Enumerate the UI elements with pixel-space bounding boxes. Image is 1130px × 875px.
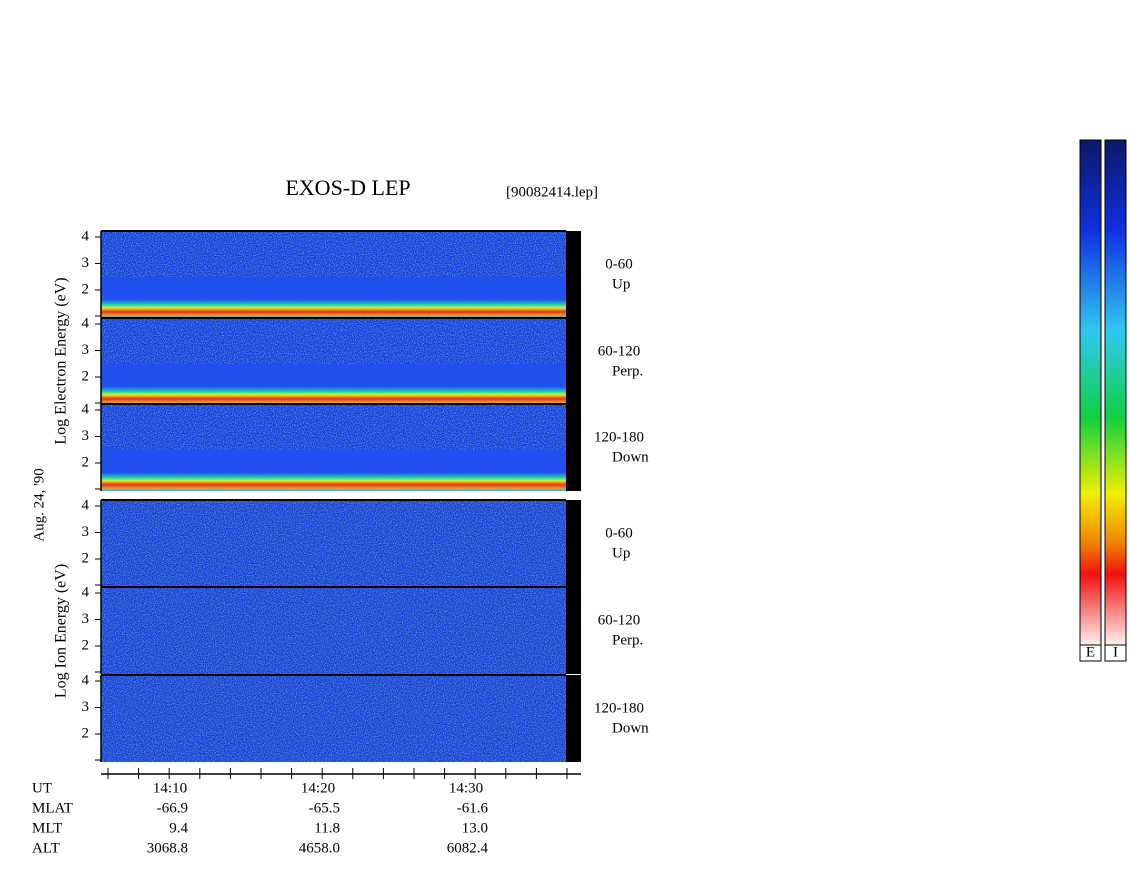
y-tick-label: 4: [82, 315, 90, 331]
pitch-range: 0-60: [605, 525, 633, 541]
pitch-range: 120-180: [594, 429, 644, 445]
spectrogram-noise: [101, 587, 566, 674]
pitch-range: 120-180: [594, 700, 644, 716]
data-gap: [566, 231, 581, 318]
row-label: MLAT: [32, 800, 73, 816]
ephemeris-value: -66.9: [157, 800, 188, 816]
axis-label: Log Electron Energy (eV): [53, 277, 70, 444]
ephemeris-value: -65.5: [309, 800, 340, 816]
row-label: MLT: [32, 820, 62, 836]
energy-band: [101, 364, 566, 405]
y-tick-label: 4: [82, 228, 90, 244]
x-tick-label: 14:20: [301, 780, 335, 796]
data-gap: [566, 675, 581, 762]
y-tick-label: 2: [82, 725, 90, 741]
color-bar-label-box: [1104, 644, 1127, 662]
x-tick-label: 14:10: [153, 780, 187, 796]
energy-band: [101, 450, 566, 491]
axis-label: Log Ion Energy (eV): [53, 564, 70, 698]
y-tick-label: 3: [82, 342, 90, 358]
direction: Perp.: [612, 363, 643, 379]
date: Aug. 24, '90: [31, 468, 47, 542]
spectrogram-noise: [101, 500, 566, 587]
y-tick-label: 3: [82, 524, 90, 540]
y-tick-label: 2: [82, 281, 90, 297]
x-tick-label: 14:30: [449, 780, 483, 796]
y-tick-label: 2: [82, 550, 90, 566]
y-tick-label: 4: [82, 497, 90, 513]
pitch-range: 60-120: [598, 343, 641, 359]
y-tick-label: 3: [82, 611, 90, 627]
y-tick-label: 2: [82, 368, 90, 384]
y-tick-label: 3: [82, 699, 90, 715]
energy-band: [101, 277, 566, 318]
data-gap: [566, 587, 581, 674]
data-gap: [566, 404, 581, 491]
y-tick-label: 2: [82, 454, 90, 470]
y-tick-label: 4: [82, 584, 90, 600]
ephemeris-value: 11.8: [314, 820, 340, 836]
row-label: UT: [32, 780, 52, 796]
row-label: ALT: [32, 840, 60, 856]
file-name: [90082414.lep]: [506, 184, 598, 200]
color-bar-label: E: [1086, 644, 1095, 660]
direction: Perp.: [612, 632, 643, 648]
ephemeris-value: 3068.8: [147, 840, 188, 856]
y-tick-label: 4: [82, 401, 90, 417]
direction: Down: [612, 720, 649, 736]
ephemeris-value: 13.0: [462, 820, 488, 836]
direction: Down: [612, 449, 649, 465]
ephemeris-value: 9.4: [169, 820, 188, 836]
spectrogram-noise: [101, 675, 566, 762]
data-gap: [566, 318, 581, 405]
ephemeris-value: -61.6: [457, 800, 489, 816]
color-bar-label-box: [1079, 644, 1102, 662]
direction: Up: [612, 276, 630, 292]
pitch-range: 0-60: [605, 256, 633, 272]
y-tick-label: 2: [82, 637, 90, 653]
color-bar: [1104, 139, 1127, 646]
color-bar-label: I: [1113, 644, 1118, 660]
title: EXOS-D LEP: [285, 175, 410, 200]
pitch-range: 60-120: [598, 612, 641, 628]
color-bar: [1079, 139, 1102, 646]
ephemeris-value: 6082.4: [447, 840, 489, 856]
y-tick-label: 3: [82, 428, 90, 444]
direction: Up: [612, 545, 630, 561]
ephemeris-value: 4658.0: [299, 840, 340, 856]
data-gap: [566, 500, 581, 587]
y-tick-label: 3: [82, 255, 90, 271]
y-tick-label: 4: [82, 672, 90, 688]
